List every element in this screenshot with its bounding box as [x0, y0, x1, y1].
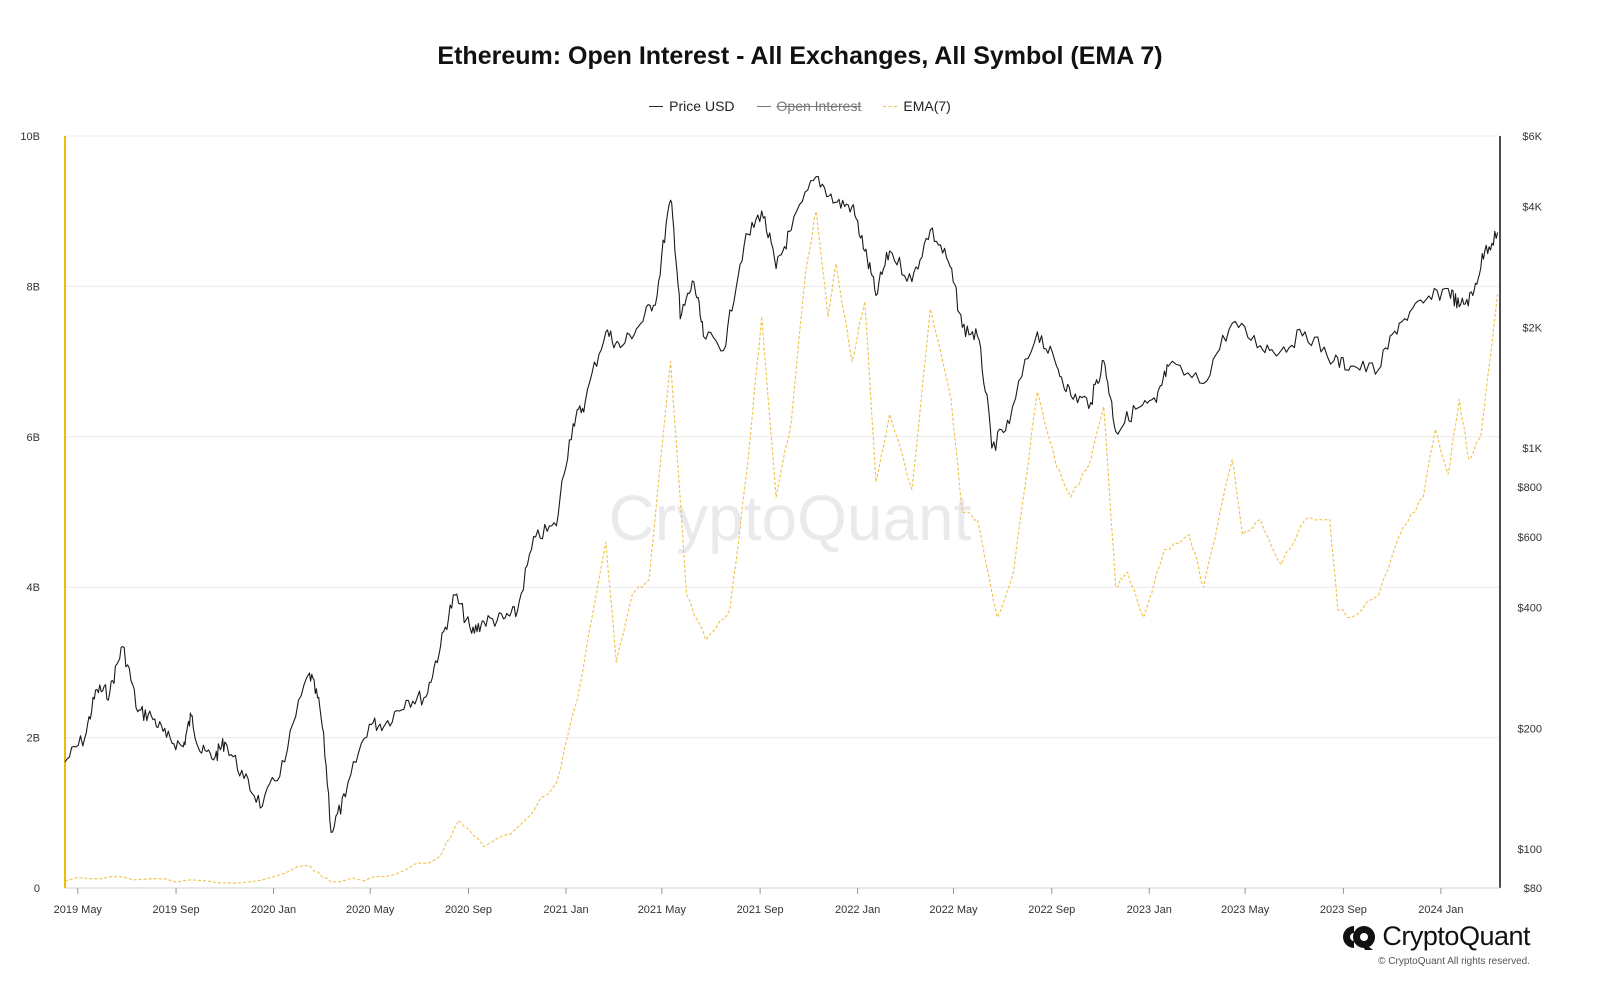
y-right-tick-label: $2K — [1522, 322, 1542, 334]
watermark-text: CryptoQuant — [609, 482, 972, 554]
x-tick-label: 2019 Sep — [153, 904, 200, 916]
axes: 0 2B 4B 6B 8B 10B $80 $100 $200 $400 $600 $800 $1K $2… — [20, 131, 1542, 916]
legend-label-ema: EMA(7) — [903, 98, 951, 114]
legend-label-price: Price USD — [669, 98, 735, 114]
x-tick-label: 2022 May — [929, 904, 978, 916]
y-right-tick-label: $100 — [1518, 844, 1542, 856]
y-left-tick-label: 2B — [27, 733, 40, 745]
legend: Price USD Open Interest EMA(7) — [0, 98, 1600, 114]
y-right-tick-label: $1K — [1522, 443, 1542, 455]
chart-title: Ethereum: Open Interest - All Exchanges,… — [437, 42, 1163, 70]
y-left-tick-label: 6B — [27, 432, 40, 444]
legend-label-open-interest: Open Interest — [776, 98, 862, 114]
legend-item-ema[interactable]: EMA(7) — [883, 98, 951, 114]
x-tick-label: 2023 May — [1221, 904, 1270, 916]
x-tick-label: 2019 May — [54, 904, 103, 916]
series-line-price-usd — [64, 175, 1499, 834]
x-tick-label: 2022 Sep — [1028, 904, 1075, 916]
brand-logo-block: CryptoQuant — [1342, 921, 1530, 952]
y-left-tick-label: 8B — [27, 281, 40, 293]
copyright-text: © CryptoQuant All rights reserved. — [1378, 956, 1530, 967]
series-line-ema7 — [64, 210, 1499, 884]
y-left-tick-label: 4B — [27, 582, 40, 594]
x-tick-label: 2023 Sep — [1320, 904, 1367, 916]
y-right-tick-label: $400 — [1518, 603, 1542, 615]
x-tick-label: 2024 Jan — [1418, 904, 1463, 916]
y-right-tick-label: $800 — [1518, 482, 1542, 494]
cryptoquant-logo-icon — [1343, 925, 1376, 950]
y-right-tick-label: $80 — [1524, 883, 1542, 895]
x-tick-label: 2021 May — [638, 904, 687, 916]
x-tick-label: 2022 Jan — [835, 904, 880, 916]
legend-swatch-price — [649, 105, 664, 107]
legend-swatch-ema — [883, 105, 898, 107]
y-right-tick-label: $4K — [1522, 202, 1542, 214]
series-layer — [64, 175, 1499, 884]
legend-item-open-interest[interactable]: Open Interest — [756, 98, 862, 114]
y-right-tick-label: $600 — [1518, 532, 1542, 544]
y-left-tick-label: 10B — [20, 131, 40, 143]
x-tick-label: 2020 Jan — [251, 904, 296, 916]
y-right-tick-label: $6K — [1522, 131, 1542, 143]
y-right-tick-label: $200 — [1518, 723, 1542, 735]
legend-item-price[interactable]: Price USD — [649, 98, 735, 114]
x-tick-label: 2020 Sep — [445, 904, 492, 916]
legend-swatch-open-interest — [756, 105, 771, 107]
x-tick-label: 2023 Jan — [1127, 904, 1172, 916]
x-tick-label: 2021 Sep — [737, 904, 784, 916]
x-tick-label: 2021 Jan — [543, 904, 588, 916]
x-tick-label: 2020 May — [346, 904, 395, 916]
y-left-tick-label: 0 — [34, 883, 40, 895]
brand-name: CryptoQuant — [1382, 921, 1530, 951]
